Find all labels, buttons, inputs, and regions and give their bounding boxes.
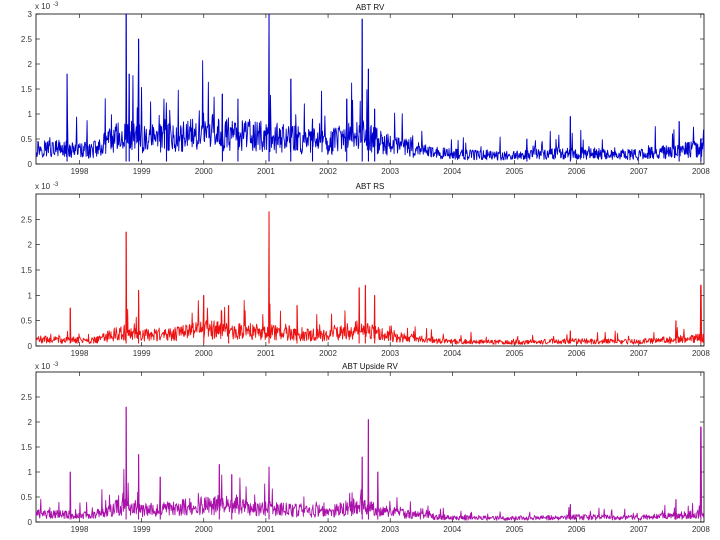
y-tick-label: 2.5 [21,393,33,402]
x-tick-label: 2001 [257,167,275,176]
x-tick-label: 2005 [506,167,524,176]
y-ticks: 0 0.5 1 1.5 2 2.5 3 [21,10,704,169]
y-tick-label: 0.5 [21,493,33,502]
panel-abt-rs: ABT RS x 10 -3 0 0.5 1 1.5 2 2.5 1998 1999 2000… [21,182,710,358]
x-tick-label: 1999 [133,167,151,176]
chart-title: ABT RS [356,182,385,191]
x-ticks: 1998 1999 2000 2001 2002 2003 2004 2005 2006 2007… [71,372,710,534]
y-tick-label: 0.5 [21,135,33,144]
x-ticks: 1998 1999 2000 2001 2002 2003 2004 2005 2006 2007… [71,194,710,358]
y-tick-label: 1 [28,468,33,477]
x-tick-label: 2008 [692,349,710,358]
y-tick-label: 3 [28,10,33,19]
x-tick-label: 2002 [319,349,337,358]
y-ticks: 0 0.5 1 1.5 2 2.5 [21,393,704,527]
y-tick-label: 0 [28,160,33,169]
series-group [35,211,705,345]
x-tick-label: 2002 [319,167,337,176]
y-exponent-power: -3 [53,182,59,188]
series-line [35,211,705,345]
y-exponent-power: -3 [53,362,59,368]
y-exponent-power: -3 [53,2,59,8]
panel-abt-upside-rv: ABT Upside RV x 10 -3 00.511.522.5 1998 1… [21,362,710,534]
x-tick-label: 2000 [195,167,213,176]
y-tick-label: 1.5 [21,85,33,94]
y-tick-label: 2.5 [21,215,33,224]
x-tick-label: 2000 [195,349,213,358]
x-tick-label: 2005 [506,525,524,534]
y-tick-label: 1 [28,291,33,300]
series-line [35,13,705,161]
x-tick-label: 2007 [630,167,648,176]
x-tick-label: 2007 [630,525,648,534]
x-tick-label: 2006 [568,525,586,534]
series-line [35,406,705,521]
x-ticks: 1998 1999 2000 2001 2002 2003 2004 2005 2006 2007… [71,14,710,176]
x-tick-label: 2008 [692,167,710,176]
y-tick-label: 1.5 [21,443,33,452]
x-tick-label: 2003 [381,349,399,358]
x-tick-label: 2004 [443,349,461,358]
x-tick-label: 2002 [319,525,337,534]
x-tick-label: 1998 [71,349,89,358]
x-tick-label: 2006 [568,167,586,176]
y-tick-label: 0 [28,342,33,351]
x-tick-label: 2004 [443,525,461,534]
x-tick-label: 2005 [506,349,524,358]
x-tick-label: 1999 [133,525,151,534]
y-tick-label: 2 [28,418,33,427]
x-tick-label: 1998 [71,167,89,176]
y-ticks: 0 0.5 1 1.5 2 2.5 [21,215,704,351]
chart-title: ABT Upside RV [342,362,398,371]
y-tick-label: 1 [28,110,33,119]
series-group [35,13,705,162]
x-tick-label: 1999 [133,349,151,358]
y-tick-label: 2 [28,60,33,69]
y-tick-label: 1.5 [21,266,33,275]
series-group [35,406,705,521]
y-exponent-label: x 10 [35,362,51,371]
y-tick-label: 2 [28,241,33,250]
x-tick-label: 1998 [71,525,89,534]
x-tick-label: 2001 [257,349,275,358]
chart-title: ABT RV [356,3,385,12]
x-tick-label: 2008 [692,525,710,534]
x-tick-label: 2004 [443,167,461,176]
x-tick-label: 2007 [630,349,648,358]
x-tick-label: 2006 [568,349,586,358]
y-exponent-label: x 10 [35,182,51,191]
panel-abt-rv: ABT RV x 10 -3 0 0.5 1 1.5 2 2.5 3 1998 1999 200… [21,2,710,176]
y-tick-label: 0 [28,518,33,527]
y-tick-label: 0.5 [21,317,33,326]
x-tick-label: 2003 [381,167,399,176]
x-tick-label: 2003 [381,525,399,534]
x-tick-label: 2000 [195,525,213,534]
x-tick-label: 2001 [257,525,275,534]
y-tick-label: 2.5 [21,35,33,44]
y-exponent-label: x 10 [35,2,51,11]
